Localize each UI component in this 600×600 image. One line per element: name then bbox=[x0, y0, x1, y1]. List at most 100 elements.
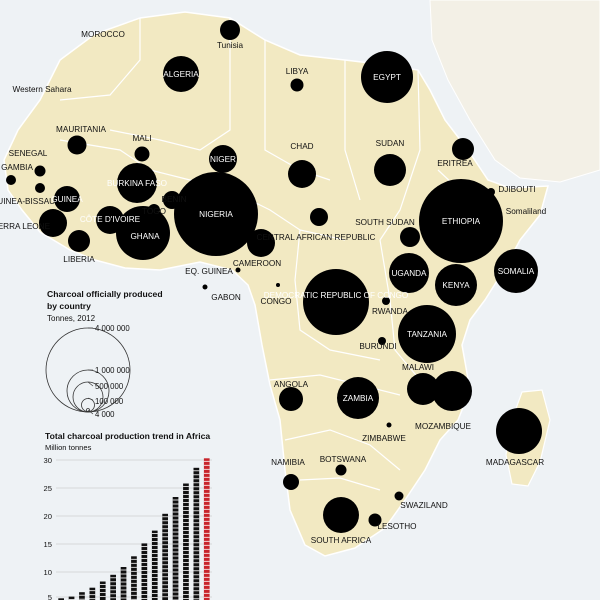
label-south-sudan: SOUTH SUDAN bbox=[355, 218, 415, 227]
label-sudan: SUDAN bbox=[376, 139, 405, 148]
label-guinea-bissau: GUINEA-BISSAU bbox=[0, 197, 55, 206]
legend-value-500000: 500 000 bbox=[95, 382, 124, 391]
label-egypt: EGYPT bbox=[373, 73, 401, 82]
label-senegal: SENEGAL bbox=[9, 149, 48, 158]
legend-subtitle: Tonnes, 2012 bbox=[47, 314, 96, 323]
senegal-circle bbox=[34, 165, 46, 177]
border-line bbox=[379, 239, 421, 381]
chart-y-tick-label: 30 bbox=[44, 456, 52, 465]
label-south-africa: SOUTH AFRICA bbox=[311, 536, 372, 545]
border-line bbox=[379, 69, 421, 241]
gambia-circle bbox=[6, 175, 16, 185]
gabon-circle bbox=[202, 284, 208, 290]
chart-tick-labels: 30 25 20 15 10 5 bbox=[44, 456, 52, 600]
lesotho-circle bbox=[368, 513, 382, 527]
legend-leader bbox=[87, 397, 94, 401]
sudan-circle bbox=[374, 154, 406, 186]
mali-circle bbox=[134, 146, 150, 162]
label-somalia: SOMALIA bbox=[498, 267, 535, 276]
somalia-circle bbox=[494, 249, 538, 293]
label-drc: DEMOCRATIC REPUBLIC OF CONGO bbox=[264, 291, 409, 300]
south-africa-circle bbox=[323, 497, 359, 533]
label-ethiopia: ETHIOPIA bbox=[442, 217, 481, 226]
legend-title-line1: Charcoal officially produced bbox=[47, 289, 163, 299]
label-chad: CHAD bbox=[290, 142, 313, 151]
label-liberia: LIBERIA bbox=[63, 255, 95, 264]
label-eq-guinea: EQ. GUINEA bbox=[185, 267, 233, 276]
label-congo: CONGO bbox=[261, 297, 292, 306]
border-line bbox=[299, 477, 381, 491]
chart-bar bbox=[89, 587, 96, 600]
burundi-circle bbox=[378, 337, 386, 345]
label-guinea: GUINEA bbox=[51, 195, 83, 204]
label-zambia: ZAMBIA bbox=[343, 394, 374, 403]
uganda-circle bbox=[389, 253, 429, 293]
sierra-leone-circle bbox=[39, 209, 67, 237]
legend-value-100000: 100 000 bbox=[95, 397, 124, 406]
chart-bar bbox=[99, 581, 106, 600]
botswana-circle bbox=[335, 464, 347, 476]
label-togo: TOGO bbox=[142, 207, 166, 216]
size-legend: Charcoal officially produced by country … bbox=[45, 289, 163, 419]
chart-bar bbox=[58, 598, 64, 600]
label-libya: LIBYA bbox=[286, 67, 309, 76]
label-lesotho: LESOTHO bbox=[377, 522, 416, 531]
label-eritrea: ERITREA bbox=[437, 159, 473, 168]
nigeria-circle bbox=[174, 172, 258, 256]
chart-bar bbox=[183, 483, 189, 600]
arabia-landmass bbox=[429, 0, 600, 183]
label-nigeria: NIGERIA bbox=[199, 210, 233, 219]
label-algeria: ALGERIA bbox=[163, 70, 199, 79]
niger-circle bbox=[209, 145, 237, 173]
label-sierra-leone: SIERRA LEONE bbox=[0, 222, 51, 231]
label-swaziland: SWAZILAND bbox=[400, 501, 448, 510]
border-line bbox=[59, 139, 191, 181]
label-burundi: BURUNDI bbox=[359, 342, 396, 351]
chart-bar bbox=[120, 567, 127, 600]
cameroon-circle bbox=[247, 229, 275, 257]
malawi-circle bbox=[407, 373, 439, 405]
congo-circle bbox=[276, 283, 280, 287]
south-sudan-circle bbox=[400, 227, 420, 247]
chart-bar bbox=[110, 574, 116, 600]
legend-value-4000: 4 000 bbox=[95, 410, 115, 419]
legend-leaders bbox=[87, 327, 94, 415]
label-ghana: GHANA bbox=[130, 232, 160, 241]
label-niger: NIGER bbox=[210, 155, 236, 164]
trend-chart: Total charcoal production trend in Afric… bbox=[44, 431, 212, 600]
label-gabon: GABON bbox=[211, 293, 241, 302]
chart-bar bbox=[141, 543, 148, 600]
angola-circle bbox=[279, 387, 303, 411]
burkina-faso-circle bbox=[117, 163, 157, 203]
label-tanzania: TANZANIA bbox=[407, 330, 447, 339]
algeria-circle bbox=[163, 56, 199, 92]
libya-circle bbox=[290, 78, 304, 92]
label-malawi: MALAWI bbox=[402, 363, 434, 372]
label-angola: ANGOLA bbox=[274, 380, 309, 389]
chart-bar bbox=[68, 596, 75, 600]
chart-bar bbox=[79, 592, 85, 600]
label-madagascar: MADAGASCAR bbox=[486, 458, 544, 467]
kenya-circle bbox=[435, 264, 477, 306]
label-mozambique: MOZAMBIQUE bbox=[415, 422, 471, 431]
legend-leader bbox=[87, 381, 94, 387]
chart-y-tick-label: 20 bbox=[44, 512, 52, 521]
label-western-sahara: Western Sahara bbox=[12, 85, 71, 94]
label-somaliland: Somaliland bbox=[506, 207, 547, 216]
legend-value-4000000: 4 000 000 bbox=[95, 324, 130, 333]
chart-bar bbox=[193, 467, 200, 600]
chart-bar bbox=[172, 497, 179, 600]
border-line bbox=[284, 429, 401, 471]
car-circle bbox=[310, 208, 328, 226]
egypt-circle bbox=[361, 51, 413, 103]
chart-subtitle: Million tonnes bbox=[45, 443, 92, 452]
border-line bbox=[344, 60, 361, 201]
chart-y-tick-label: 5 bbox=[48, 593, 52, 600]
label-rwanda: RWANDA bbox=[372, 307, 408, 316]
label-burkina-faso: BURKINA FASO bbox=[107, 179, 167, 188]
label-cote-divoire: CÔTE D'IVOIRE bbox=[80, 214, 141, 224]
swaziland-circle bbox=[394, 491, 404, 501]
chart-y-tick-label: 10 bbox=[44, 568, 52, 577]
ghana-circle bbox=[116, 206, 170, 260]
